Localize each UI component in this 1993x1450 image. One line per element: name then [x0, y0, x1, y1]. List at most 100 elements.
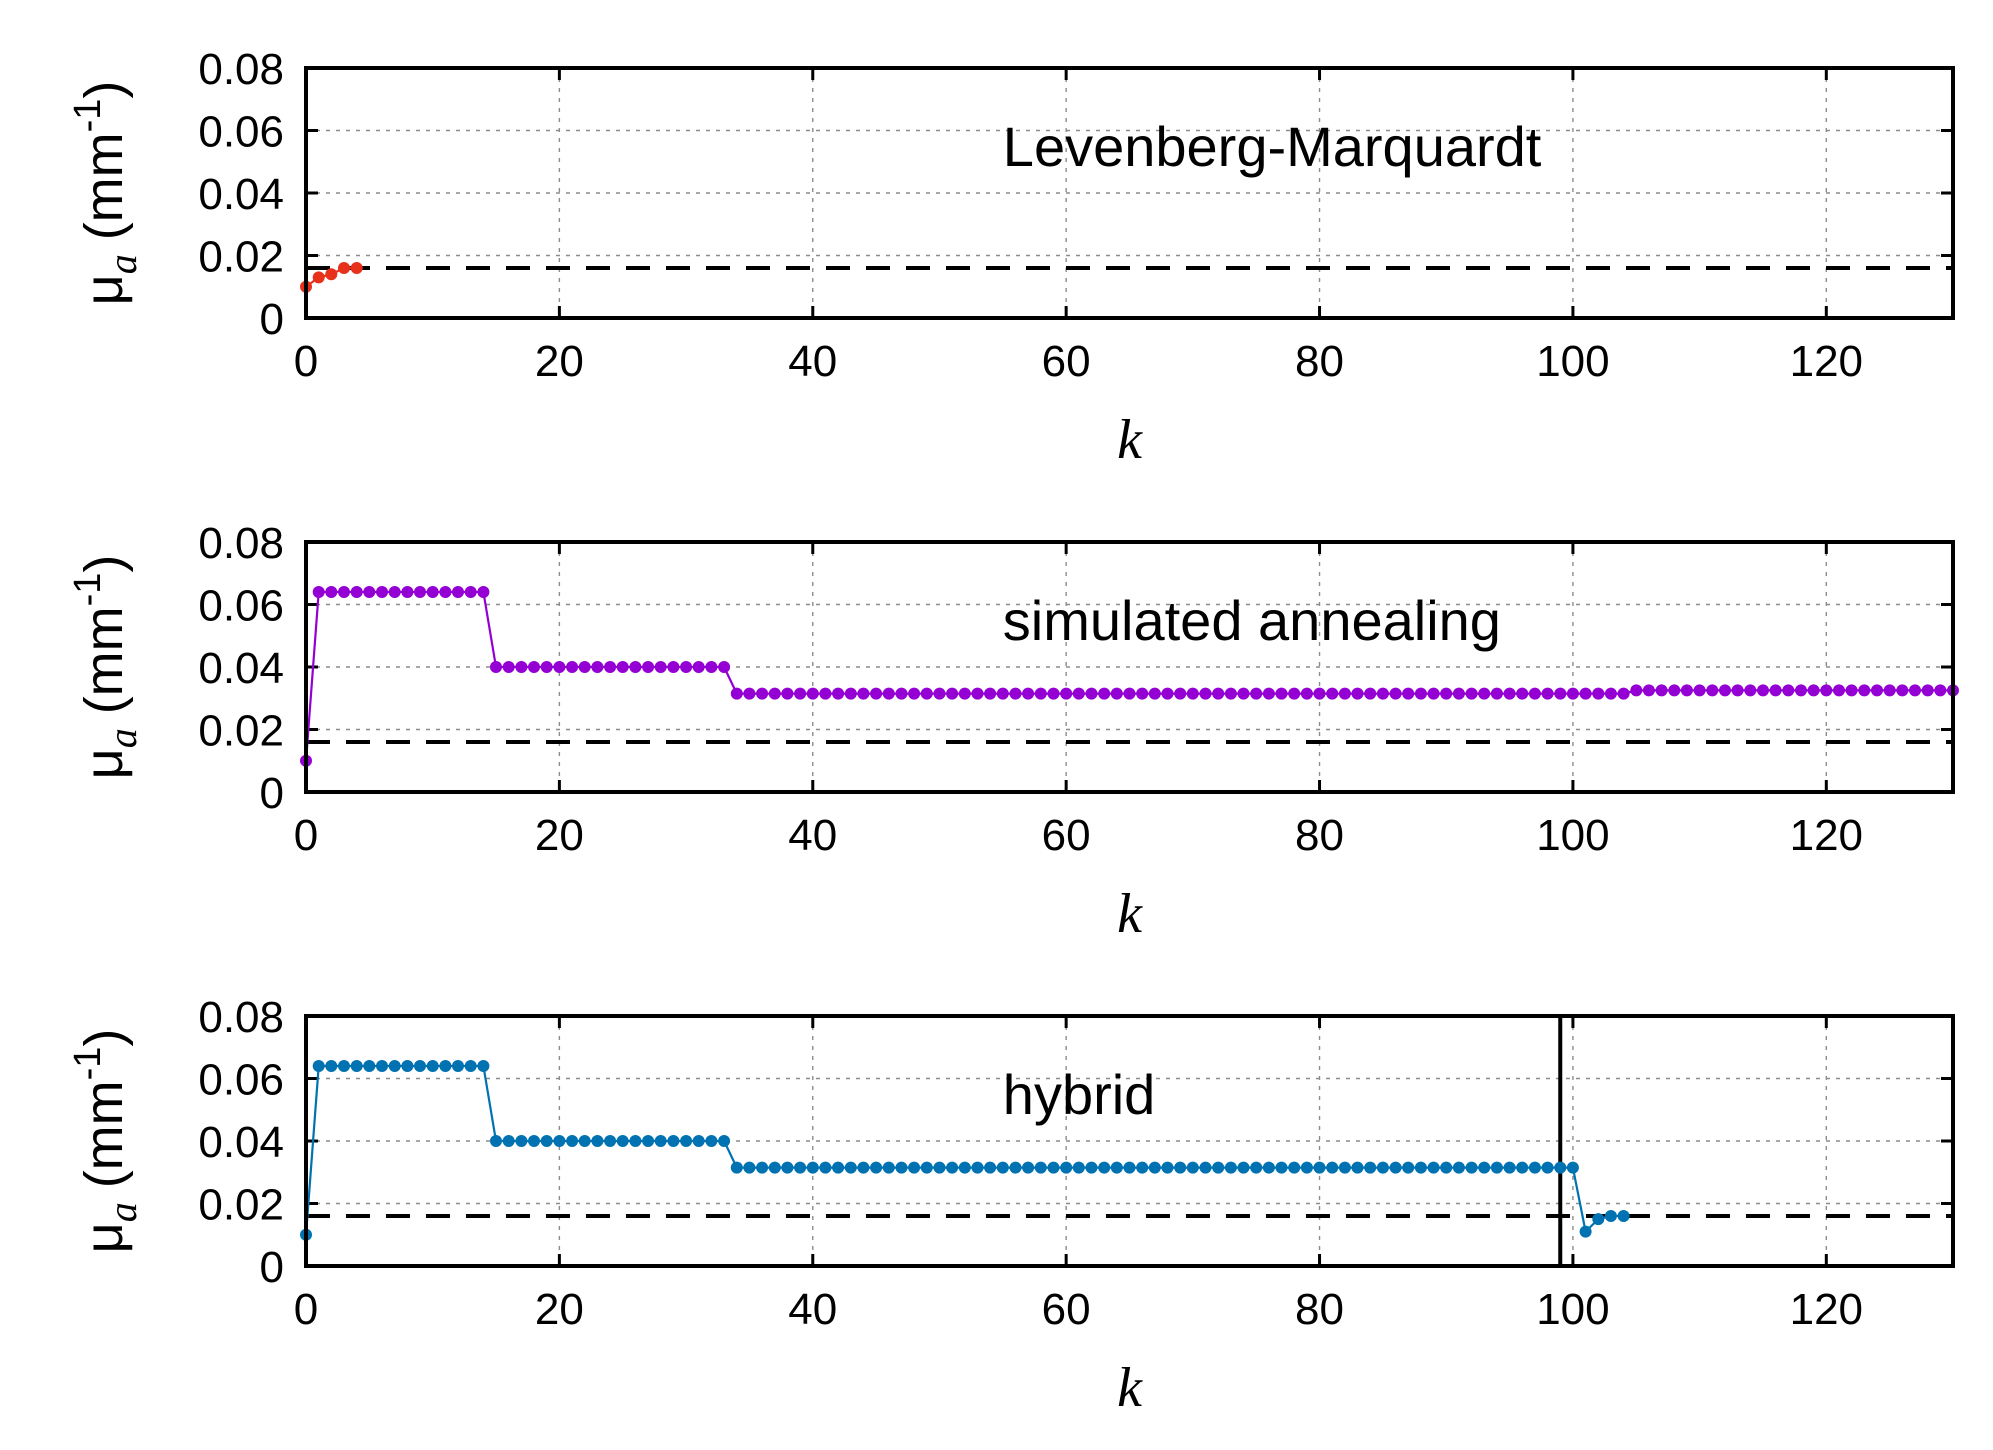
data-point: [1313, 687, 1326, 700]
data-point: [1934, 684, 1947, 697]
data-point: [1402, 687, 1415, 700]
data-point: [376, 1060, 388, 1072]
data-point: [1224, 687, 1237, 700]
data-point: [439, 1060, 452, 1072]
data-point: [388, 1060, 401, 1072]
data-point: [1490, 1161, 1503, 1174]
data-point: [667, 1135, 680, 1147]
data-point: [1212, 1161, 1225, 1174]
data-point: [1630, 684, 1643, 697]
data-point: [502, 661, 515, 673]
data-point: [1541, 1161, 1554, 1174]
data-point: [312, 271, 325, 284]
data-point: [591, 1135, 604, 1147]
x-tick-label: 60: [1042, 1285, 1091, 1334]
data-point: [540, 1135, 553, 1147]
data-point: [882, 687, 895, 700]
data-point: [933, 1161, 946, 1174]
y-axis-label-subscript: a: [100, 728, 145, 748]
data-point: [1338, 1161, 1351, 1174]
data-point: [312, 586, 325, 598]
data-point: [388, 586, 401, 598]
y-tick-label: 0: [260, 1243, 284, 1292]
y-tick-label: 0.04: [198, 170, 284, 219]
data-point: [477, 1060, 490, 1072]
x-tick-label: 80: [1295, 811, 1344, 860]
x-tick-label: 100: [1536, 1285, 1609, 1334]
data-point: [439, 586, 452, 598]
x-tick-label: 60: [1042, 337, 1091, 386]
data-point: [1440, 1161, 1453, 1174]
data-point: [1275, 687, 1288, 700]
data-point: [464, 586, 477, 598]
x-tick-label: 100: [1536, 811, 1609, 860]
data-point: [553, 1135, 566, 1147]
data-point: [794, 687, 807, 700]
data-point: [1224, 1161, 1237, 1174]
data-point: [1566, 687, 1579, 700]
y-tick-label: 0.06: [198, 108, 284, 157]
data-point: [1110, 687, 1123, 700]
y-tick-label: 0.08: [198, 993, 284, 1042]
data-point: [654, 661, 667, 673]
data-point: [718, 661, 731, 673]
data-point: [1009, 687, 1022, 700]
data-point: [1465, 687, 1478, 700]
data-point: [1731, 684, 1744, 697]
data-point: [350, 1060, 363, 1072]
data-point: [1148, 1161, 1161, 1174]
y-axis-label-exponent: -1: [67, 1047, 109, 1081]
data-point: [1098, 687, 1111, 700]
data-point: [1174, 1161, 1187, 1174]
data-point: [882, 1161, 895, 1174]
data-point: [768, 1161, 781, 1174]
y-tick-label: 0.04: [198, 1118, 284, 1167]
data-point: [1452, 687, 1465, 700]
x-tick-label: 120: [1790, 337, 1863, 386]
data-point: [1503, 1161, 1516, 1174]
y-tick-label: 0.08: [198, 519, 284, 568]
x-tick-label: 100: [1536, 337, 1609, 386]
data-point: [1896, 684, 1909, 697]
data-point: [414, 586, 426, 598]
data-point: [477, 586, 490, 598]
data-point: [743, 687, 756, 700]
data-point: [1072, 1161, 1085, 1174]
data-point: [1275, 1161, 1288, 1174]
data-point: [1820, 684, 1833, 697]
data-point: [756, 1161, 769, 1174]
y-axis-label: μa (mm-1): [67, 555, 145, 780]
data-point: [1262, 687, 1275, 700]
data-point: [857, 687, 870, 700]
data-point: [1022, 687, 1035, 700]
data-point: [1655, 684, 1668, 697]
data-point: [1528, 1161, 1541, 1174]
data-point: [1326, 687, 1339, 700]
data-point: [1034, 1161, 1047, 1174]
data-point: [844, 1161, 857, 1174]
data-point: [629, 1135, 642, 1147]
data-point: [1579, 1225, 1592, 1238]
data-point: [870, 1161, 883, 1174]
data-point: [363, 1060, 376, 1072]
data-point: [1516, 687, 1529, 700]
data-point: [1503, 687, 1516, 700]
data-point: [654, 1135, 667, 1147]
x-tick-label: 80: [1295, 337, 1344, 386]
data-point: [1554, 1161, 1567, 1174]
data-point: [946, 1161, 959, 1174]
data-point: [1237, 687, 1250, 700]
data-point: [1199, 687, 1212, 700]
chart-panel-3: 0 20 40 60 80 100 120 0 0.02 0.04 0.06 0.08 k μa (mm-1…: [67, 993, 1955, 1419]
data-point: [1440, 687, 1453, 700]
data-point: [730, 1161, 743, 1174]
data-point: [1604, 687, 1617, 700]
data-point: [338, 262, 350, 274]
data-point: [730, 687, 743, 700]
y-axis-label-symbol: μ: [74, 274, 134, 305]
x-axis-label: k: [1117, 1357, 1143, 1419]
data-point: [1009, 1161, 1022, 1174]
data-point: [1833, 684, 1845, 697]
data-point: [1693, 684, 1706, 697]
